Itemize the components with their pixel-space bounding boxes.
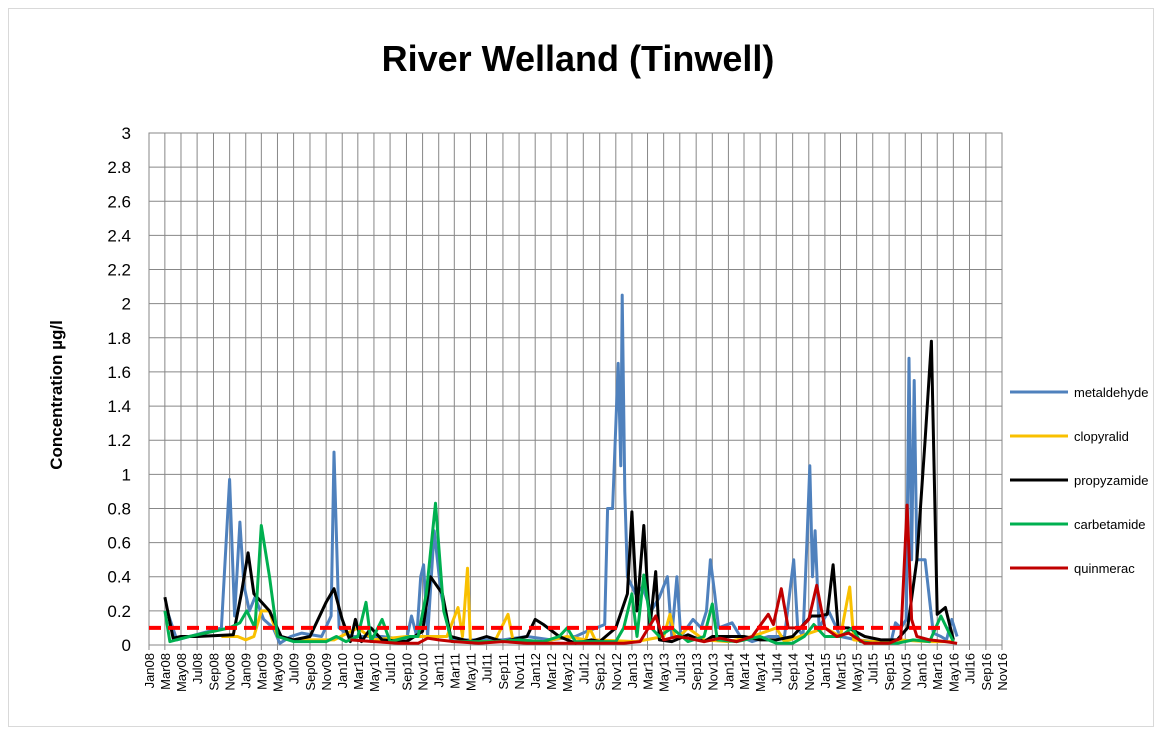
y-tick-label: 2.4: [107, 226, 131, 245]
x-tick-label: Mar09: [254, 653, 269, 690]
x-tick-label: Mar11: [447, 653, 462, 689]
x-tick-label: Mar13: [641, 653, 656, 690]
x-tick-label: May15: [850, 653, 865, 692]
legend-label-propyzamide: propyzamide: [1074, 473, 1148, 488]
x-tick-label: Mar12: [544, 653, 559, 690]
x-tick-label: Jan14: [721, 653, 736, 688]
x-tick-label: May13: [657, 653, 672, 692]
y-axis-label: Concentration µg/l: [47, 320, 66, 470]
y-tick-label: 1.6: [107, 363, 131, 382]
x-tick-label: Mar16: [930, 653, 945, 690]
x-tick-label: Jan15: [818, 653, 833, 688]
x-tick-label: Sep16: [979, 653, 994, 691]
y-tick-label: 0: [122, 636, 131, 655]
x-tick-label: Sep12: [593, 653, 608, 691]
x-tick-label: Jan13: [625, 653, 640, 688]
x-tick-label: Jul12: [576, 653, 591, 684]
legend: metaldehyde clopyralid propyzamide carbetam…: [1010, 385, 1148, 576]
legend-label-clopyralid: clopyralid: [1074, 429, 1129, 444]
y-tick-label: 2.8: [107, 158, 131, 177]
x-tick-label: Sep14: [786, 653, 801, 691]
x-tick-label: Mar10: [351, 653, 366, 690]
x-tick-label: Nov08: [223, 653, 238, 691]
x-tick-label: Nov16: [995, 653, 1010, 691]
y-tick-label: 1.2: [107, 431, 131, 450]
series-line-propyzamide: [163, 339, 955, 645]
legend-label-carbetamide: carbetamide: [1074, 517, 1146, 532]
x-tick-label: Mar14: [737, 653, 752, 690]
x-tick-label: Jul11: [480, 653, 495, 683]
series-line-metaldehyde: [165, 293, 959, 645]
y-tick-label: 2.6: [107, 192, 131, 211]
y-tick-label: 0.2: [107, 602, 131, 621]
x-tick-label: Mar08: [158, 653, 173, 690]
x-tick-label: Sep10: [399, 653, 414, 691]
x-tick-label: Nov15: [898, 653, 913, 691]
x-tick-label: Mar15: [833, 653, 848, 690]
x-tick-label: Jul15: [866, 653, 881, 684]
x-tick-label: Jan12: [528, 653, 543, 688]
x-tick-label: May14: [753, 653, 768, 692]
x-tick-label: Nov12: [609, 653, 624, 691]
y-tick-label: 0.8: [107, 499, 131, 518]
gridlines: [148, 132, 1003, 646]
x-tick-label: Sep09: [303, 653, 318, 691]
x-tick-label: May08: [174, 653, 189, 692]
x-tick-label: Nov10: [416, 653, 431, 691]
x-tick-label: Nov14: [802, 653, 817, 691]
x-tick-label: Sep15: [882, 653, 897, 691]
x-tick-label: May10: [367, 653, 382, 692]
x-tick-label: Jul09: [287, 653, 302, 684]
x-tick-label: Sep13: [689, 653, 704, 691]
x-tick-label: Jul13: [673, 653, 688, 684]
x-tick-label: May11: [463, 653, 478, 691]
x-tick-label: May12: [560, 653, 575, 692]
x-tick-label: Jul10: [383, 653, 398, 684]
x-tick-label: Sep11: [496, 653, 511, 690]
chart-title: River Welland (Tinwell): [381, 38, 775, 79]
x-tick-label: Nov13: [705, 653, 720, 691]
y-tick-label: 1.8: [107, 329, 131, 348]
x-tick-label: Nov11: [512, 653, 527, 690]
y-tick-label: 0.4: [107, 568, 131, 587]
legend-label-quinmerac: quinmerac: [1074, 561, 1135, 576]
x-tick-label: Jan10: [335, 653, 350, 688]
x-tick-label: Jul14: [769, 653, 784, 684]
series-line-quinmerac: [350, 503, 958, 645]
series-lines: [163, 293, 959, 645]
x-axis-ticks: Jan08 Mar08 May08 Jul08 Sep08 Nov08 Jan09 Mar09…: [142, 645, 1010, 692]
x-tick-label: Jul08: [190, 653, 205, 684]
chart-area: [8, 8, 1154, 727]
y-tick-label: 3: [122, 124, 131, 143]
x-tick-label: Sep08: [206, 653, 221, 691]
x-tick-label: Jan08: [142, 653, 157, 688]
x-tick-label: Jan11: [432, 653, 447, 687]
plot-border: [148, 132, 1003, 646]
x-tick-label: Jul16: [962, 653, 977, 684]
y-tick-label: 1.4: [107, 397, 131, 416]
legend-label-metaldehyde: metaldehyde: [1074, 385, 1148, 400]
series-line-carbetamide: [163, 501, 955, 645]
y-tick-label: 1: [122, 465, 131, 484]
x-tick-label: Nov09: [319, 653, 334, 691]
y-tick-label: 2.2: [107, 261, 131, 280]
x-tick-label: May16: [946, 653, 961, 692]
y-axis-ticks: 0 0.2 0.4 0.6 0.8 1 1.2 1.4 1.6 1.8 2 2.2 2.4 2.6 2.8 3: [107, 124, 131, 655]
y-tick-label: 2: [122, 295, 131, 314]
x-tick-label: Jan16: [914, 653, 929, 688]
x-tick-label: May09: [270, 653, 285, 692]
x-tick-label: Jan09: [239, 653, 254, 688]
y-tick-label: 0.6: [107, 534, 131, 553]
